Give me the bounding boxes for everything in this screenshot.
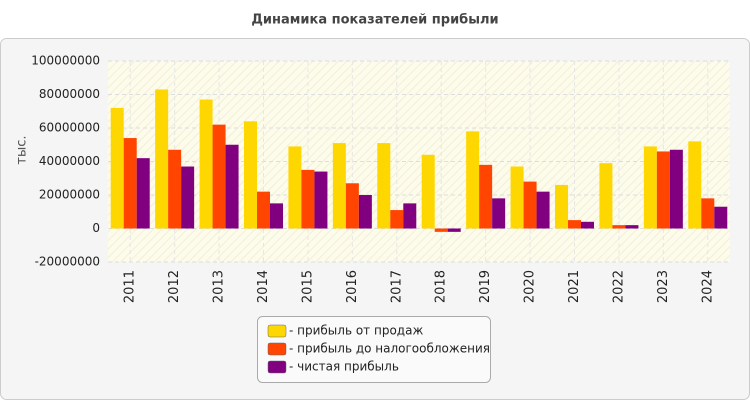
bar: [403, 203, 417, 229]
x-tick-label: 2015: [300, 270, 315, 303]
bar: [523, 181, 537, 229]
bar: [492, 198, 506, 229]
x-tick-label: 2022: [611, 270, 626, 303]
y-tick-label: 40000000: [39, 154, 100, 168]
legend-swatch: [267, 324, 287, 338]
bar: [358, 195, 372, 229]
x-tick-label: 2011: [123, 270, 138, 303]
x-tick-label: 2024: [700, 270, 715, 303]
bar: [701, 198, 715, 229]
y-axis-label: тыс.: [15, 135, 30, 164]
legend: [257, 316, 491, 383]
bar: [257, 191, 270, 229]
bar: [212, 124, 226, 229]
bar: [510, 166, 524, 229]
y-tick-label: 20000000: [39, 188, 100, 202]
legend-label: - прибыль до налогообложения: [289, 342, 490, 356]
x-tick-label: 2014: [256, 270, 271, 303]
bar: [466, 131, 480, 229]
bar: [123, 138, 137, 229]
legend-swatch: [267, 360, 287, 374]
bar: [288, 146, 302, 229]
x-tick-label: 2016: [345, 270, 360, 303]
bar: [434, 228, 448, 232]
y-tick-label: 80000000: [39, 87, 100, 101]
bar: [479, 164, 493, 229]
chart-title: Динамика показателей прибыли: [251, 13, 498, 28]
legend-label: - прибыль от продаж: [289, 324, 423, 338]
bar: [714, 206, 728, 229]
x-tick-label: 2019: [478, 270, 493, 303]
bar: [612, 225, 626, 229]
x-tick-label: 2023: [656, 270, 671, 303]
x-tick-label: 2017: [389, 270, 404, 303]
x-tick-label: 2021: [567, 270, 582, 303]
bar: [110, 107, 124, 229]
x-tick-label: 2020: [523, 270, 538, 303]
bar: [390, 210, 404, 229]
x-tick-label: 2013: [212, 270, 227, 303]
bar: [136, 158, 150, 229]
bar: [301, 169, 315, 229]
bar: [669, 149, 683, 229]
x-tick-label: 2018: [434, 270, 449, 303]
y-tick-label: 0: [92, 221, 100, 235]
bar: [181, 166, 195, 229]
bar: [314, 171, 328, 229]
bar: [555, 184, 568, 229]
y-tick-label: 100000000: [31, 54, 100, 68]
legend-swatch: [267, 342, 287, 356]
bar: [688, 141, 702, 229]
bar: [568, 220, 581, 229]
legend-label: - чистая прибыль: [289, 360, 399, 374]
bar: [244, 121, 257, 229]
bar: [345, 183, 359, 229]
bar: [421, 154, 435, 229]
bar: [168, 149, 182, 229]
bar: [155, 89, 169, 229]
bar: [581, 221, 594, 229]
bar: [536, 191, 550, 229]
bar: [377, 143, 391, 229]
bar: [625, 225, 639, 229]
x-tick-label: 2012: [167, 270, 182, 303]
bar: [643, 146, 657, 229]
y-tick-label: -20000000: [35, 255, 100, 269]
y-tick-label: 60000000: [39, 121, 100, 135]
bar: [199, 99, 213, 229]
bar: [270, 203, 283, 229]
bar: [599, 163, 613, 229]
bar: [656, 151, 670, 229]
bar: [447, 228, 461, 232]
bar: [225, 144, 239, 229]
bar: [332, 143, 346, 229]
